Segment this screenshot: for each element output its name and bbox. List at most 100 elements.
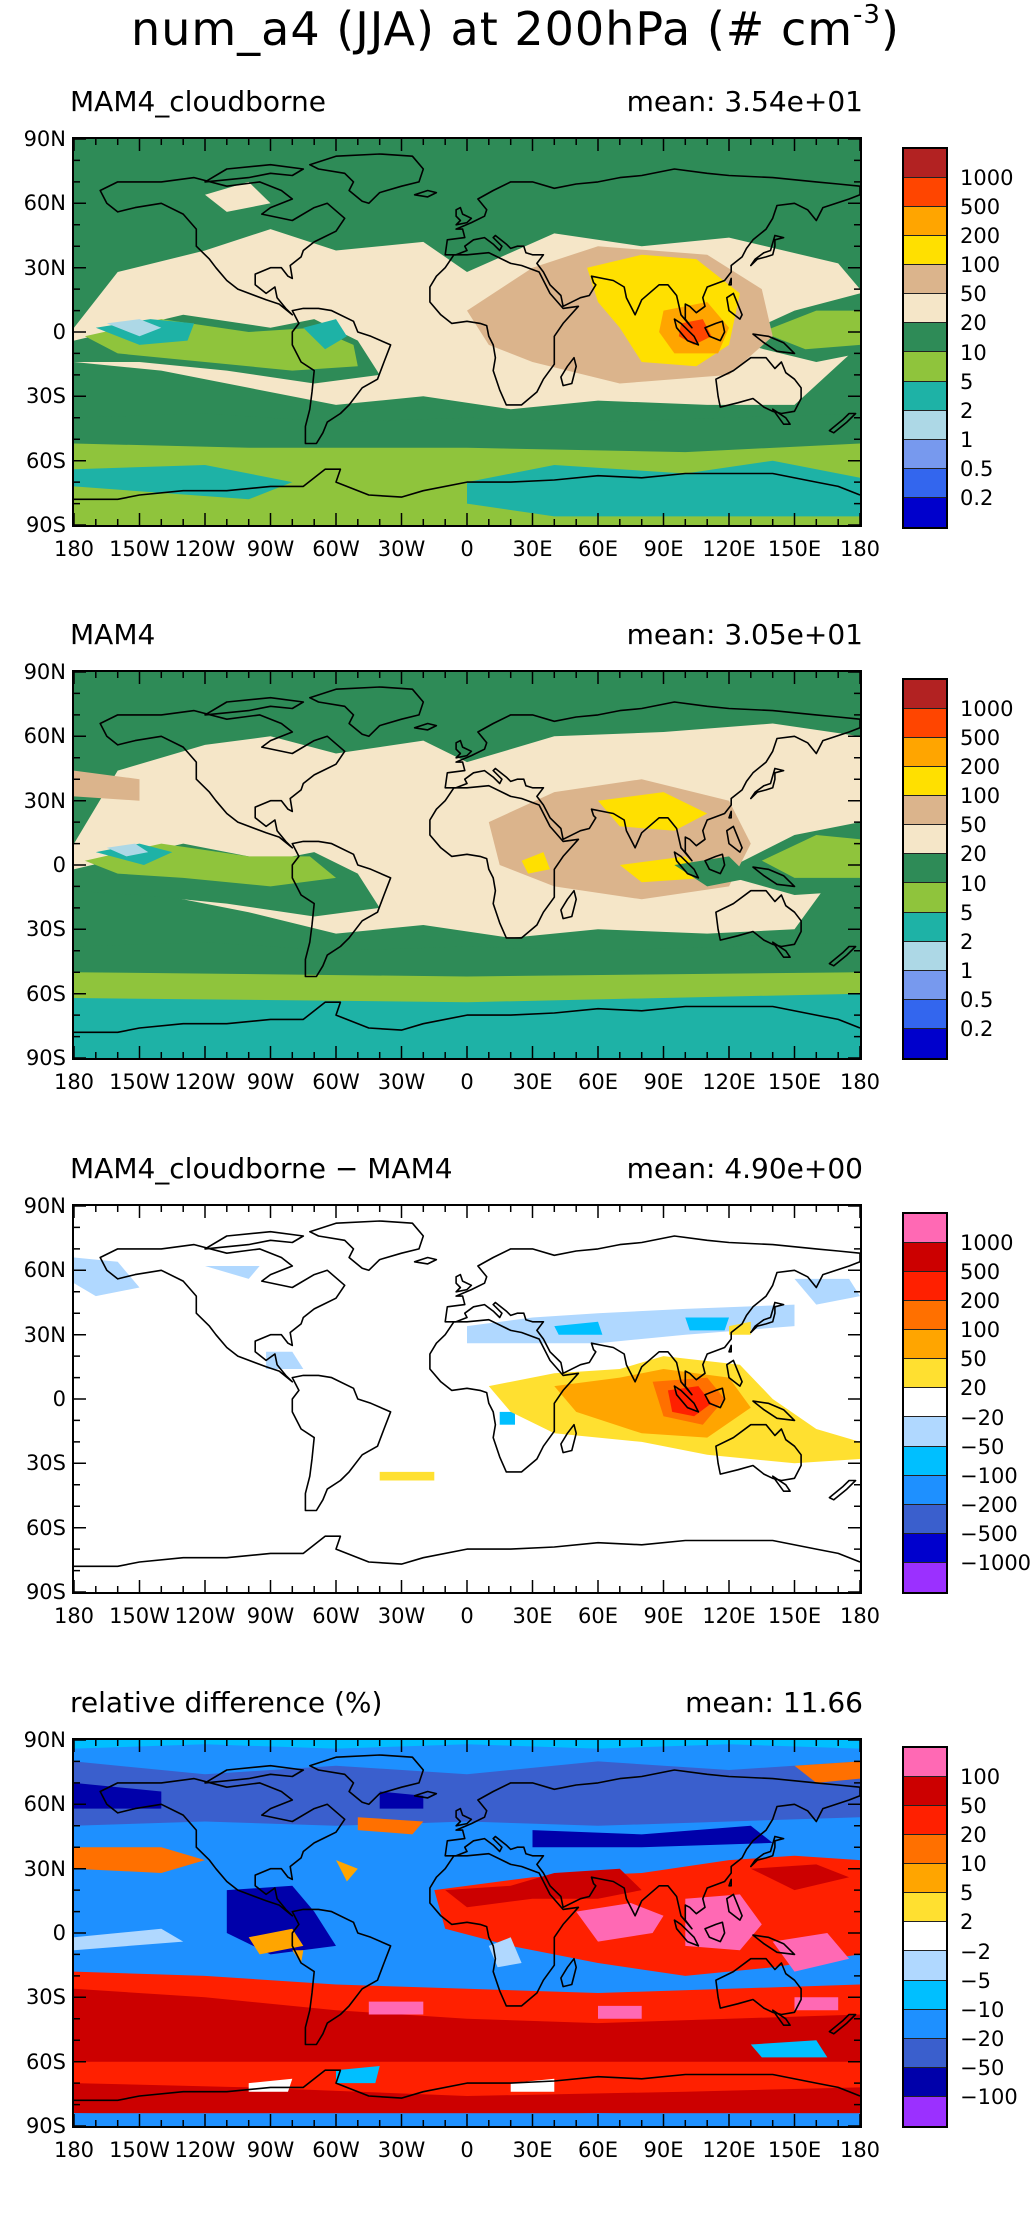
x-tick-label: 90W	[246, 2138, 295, 2162]
contour-region	[74, 770, 140, 801]
legend-level-label: 2	[960, 929, 974, 954]
legend-swatch	[904, 410, 946, 440]
map-panel-relative-difference: relative difference (%) mean: 11.66 90N 60N…	[0, 1686, 1031, 2231]
coastline	[715, 1423, 802, 1482]
map-area	[72, 137, 862, 527]
coastline	[728, 1878, 732, 1887]
coastline	[309, 153, 425, 205]
contour-region	[794, 1997, 839, 2011]
legend-swatch	[904, 352, 946, 382]
coastlines	[74, 686, 860, 1034]
contour-region	[357, 1817, 424, 1835]
coastline	[673, 1385, 700, 1413]
coastline	[728, 810, 732, 819]
legend-level-label: 0.2	[960, 485, 994, 510]
y-tick-label: 0	[52, 320, 66, 344]
legend-swatch	[904, 1748, 946, 1778]
x-tick-label: 0	[460, 2138, 474, 2162]
y-tick-label: 90N	[23, 127, 66, 151]
legend-swatch	[904, 1777, 946, 1807]
contour-region	[598, 792, 708, 831]
legend-swatch	[904, 1272, 946, 1302]
contour-region	[74, 1988, 860, 2062]
coastline	[309, 1220, 425, 1272]
legend-swatch	[904, 1893, 946, 1923]
legend-swatch	[904, 1214, 946, 1244]
coastline	[455, 1807, 473, 1827]
legend-level-label: 1000	[960, 166, 1014, 191]
coastline	[413, 1790, 438, 1799]
contour-region	[74, 1928, 184, 1951]
coastline	[673, 318, 700, 346]
x-tick-label: 30W	[377, 1070, 426, 1094]
contour-region	[554, 1321, 603, 1335]
coastline	[560, 889, 577, 920]
coastline	[560, 1957, 577, 1988]
x-tick-label: 90W	[246, 537, 295, 561]
legend-level-label: 20	[960, 842, 987, 867]
y-tick-label: 30S	[25, 1985, 66, 2010]
contour-region	[750, 1864, 850, 1891]
legend-level-label: −10	[960, 1997, 1005, 2022]
coastline	[828, 1479, 857, 1501]
contour-region	[74, 942, 860, 977]
x-tick-label: 180	[839, 2138, 881, 2162]
coastline	[204, 696, 305, 716]
color-legend	[902, 147, 948, 529]
coastline	[828, 945, 857, 967]
axis-ticks	[74, 1206, 860, 1592]
contour-region	[368, 2001, 424, 2015]
coastline	[413, 722, 438, 731]
legend-level-label: 20	[960, 1823, 987, 1848]
map-panel-difference: MAM4_cloudborne − MAM4 mean: 4.90e+00 90N 6…	[0, 1152, 1031, 1697]
x-tick-label: 120E	[702, 537, 756, 561]
legend-swatch	[904, 1243, 946, 1273]
x-tick-label: 30W	[377, 2138, 426, 2162]
contour-region	[467, 460, 860, 517]
y-tick-label: 30N	[23, 1322, 66, 1347]
contour-region	[678, 319, 712, 345]
x-tick-label: 30E	[512, 537, 553, 561]
legend-level-label: 200	[960, 755, 1001, 780]
contour-region	[74, 1761, 860, 1826]
legend-swatch	[904, 680, 946, 710]
coastline	[728, 1344, 732, 1353]
legend-level-label: −20	[960, 1405, 1005, 1430]
legend-level-label: 20	[960, 1376, 987, 1401]
coastline	[99, 1243, 346, 1383]
coastline	[560, 1423, 577, 1454]
legend-swatch	[904, 825, 946, 855]
legend-level-label: −100	[960, 2084, 1018, 2109]
map-panel-mam4: MAM4 mean: 3.05e+01 90N 60N 30N 0 30S 60S 90S 180…	[0, 618, 1031, 1163]
coastline	[309, 1754, 425, 1806]
y-tick-label: 60N	[23, 724, 66, 749]
coastline	[74, 1535, 860, 1568]
legend-swatch	[904, 497, 946, 527]
legend-level-label: 100	[960, 1765, 1001, 1790]
coastline	[726, 1893, 743, 1921]
coastline	[750, 1301, 785, 1334]
x-tick-label: 90E	[643, 537, 684, 561]
panel-mean: mean: 11.66	[685, 1686, 863, 1719]
x-tick-label: 180	[839, 1070, 881, 1094]
x-tick-label: 180	[839, 1604, 881, 1628]
y-tick-label: 30S	[25, 917, 66, 942]
coastline	[444, 168, 860, 329]
x-tick-label: 120W	[174, 537, 236, 561]
coastline	[413, 189, 438, 198]
legend-swatch	[904, 2067, 946, 2097]
legend-level-label: −500	[960, 1521, 1018, 1546]
y-tick-label: 30N	[23, 255, 66, 280]
legend-swatch	[904, 1388, 946, 1418]
coastlines	[74, 1754, 860, 2102]
contour-region	[336, 2066, 380, 2084]
contour-region	[761, 310, 860, 350]
color-legend	[902, 1746, 948, 2128]
legend-level-label: 50	[960, 1347, 987, 1372]
legend-level-label: 1	[960, 427, 974, 452]
contour-region	[74, 413, 860, 453]
coastline	[726, 292, 743, 320]
legend-swatch	[904, 1806, 946, 1836]
coastline	[291, 307, 392, 445]
y-tick-label: 60S	[25, 1515, 66, 1540]
